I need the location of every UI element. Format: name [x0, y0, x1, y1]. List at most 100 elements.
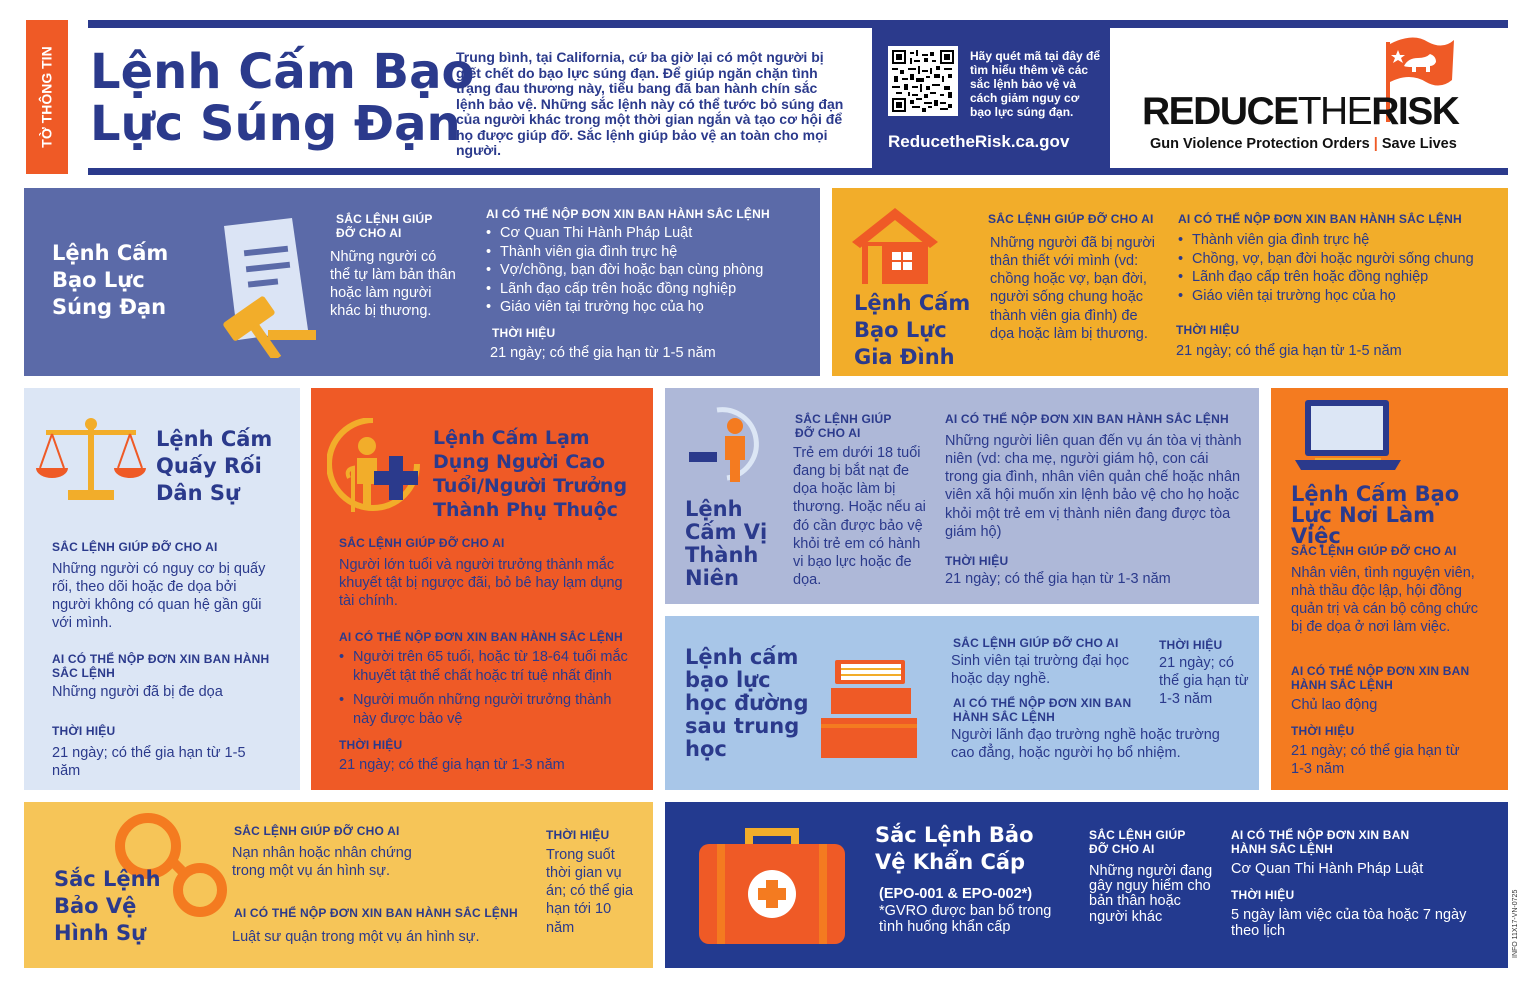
- logo-tagline-right: Save Lives: [1381, 136, 1457, 152]
- card-who-helps-label: SẮC LỆNH GIÚP ĐỠ CHO AI: [795, 412, 892, 441]
- intro-text: Trung bình, tại California, cứ ba giờ lạ…: [456, 49, 844, 158]
- card-postsecondary: Lệnh cấm bạo lực học đường sau trung học…: [665, 616, 1259, 790]
- card-gun-violence: Lệnh Cấm Bạo Lực Súng Đạn SẮC LỆNH GIÚP …: [24, 188, 820, 376]
- card-who-files: Chủ lao động: [1291, 697, 1378, 713]
- header-bottom-rule: [88, 168, 1508, 175]
- handcuffs-icon: [115, 813, 227, 917]
- list-item: Thành viên gia đình trực hệ: [486, 243, 806, 262]
- card-who-files: Cơ Quan Thi Hành Pháp Luật: [1231, 861, 1424, 877]
- logo-wordmark: REDUCETHERISK: [1142, 90, 1460, 134]
- card-duration-label: THỜI HIỆU: [1159, 638, 1223, 652]
- card-who-files-label: AI CÓ THỂ NỘP ĐƠN XIN BAN HÀNH SẮC LỆNH: [953, 696, 1132, 725]
- card-duration-label: THỜI HIỆU: [945, 554, 1009, 568]
- card-duration: 21 ngày; có thể gia hạn từ 1-3 năm: [1291, 743, 1460, 778]
- page-title: Lệnh Cấm Bạo Lực Súng Đạn: [90, 46, 475, 150]
- header-top-rule: [88, 20, 1508, 28]
- card-who-files-list: Cơ Quan Thi Hành Pháp Luật Thành viên gi…: [486, 224, 806, 317]
- side-tab: TỜ THÔNG TIN: [26, 20, 68, 174]
- list-item: Người muốn những người trưởng thành này …: [339, 691, 629, 728]
- court-document-gavel-icon: [223, 218, 316, 358]
- card-who-files-label: AI CÓ THỂ NỘP ĐƠN XIN BAN HÀNH SẮC LỆNH: [945, 412, 1229, 426]
- card-duration: 21 ngày; có thể gia hạn từ 1-3 năm: [339, 757, 565, 773]
- card-who-files-label: AI CÓ THỂ NỘP ĐƠN XIN BAN HÀNH SẮC LỆNH: [52, 652, 270, 681]
- card-who-files-label: AI CÓ THỂ NỘP ĐƠN XIN BAN HÀNH SẮC LỆNH: [486, 207, 770, 221]
- reduce-the-risk-logo: REDUCETHERISK Gun Violence Protection Or…: [1140, 32, 1490, 162]
- logo-tagline-left: Gun Violence Protection Orders: [1150, 136, 1370, 152]
- list-item: Lãnh đạo cấp trên hoặc đồng nghiệp: [1178, 268, 1502, 287]
- card-who-files: Những người đã bị đe dọa: [52, 684, 223, 700]
- card-who-files: Người lãnh đạo trường nghề hoặc trường c…: [951, 727, 1220, 762]
- stack-of-books-icon: [821, 660, 917, 758]
- card-title: Lệnh Cấm Bạo Lực Nơi Làm Việc: [1291, 482, 1460, 548]
- page-title-line2: Lực Súng Đạn: [90, 96, 461, 152]
- card-criminal-protective: Sắc Lệnh Bảo Vệ Hình Sự SẮC LỆNH GIÚP ĐỠ…: [24, 802, 653, 968]
- card-who-helps-label: SẮC LỆNH GIÚP ĐỠ CHO AI: [1089, 828, 1186, 857]
- flag-bear-icon: [1386, 37, 1454, 122]
- card-title: Lệnh Cấm Bạo Lực Súng Đạn: [52, 241, 169, 319]
- card-codes: (EPO-001 & EPO-002*): [879, 886, 1033, 902]
- logo-word-the: THE: [1297, 90, 1373, 133]
- card-who-helps: Người lớn tuổi và người trưởng thành mắc…: [339, 557, 623, 610]
- card-who-helps: Nhân viên, tình nguyện viên, nhà thầu độ…: [1291, 565, 1479, 636]
- card-title: Lệnh cấm bạo lực học đường sau trung học: [685, 645, 809, 761]
- card-domestic-violence: Lệnh Cấm Bạo Lực Gia Đình SẮC LỆNH GIÚP …: [832, 188, 1508, 376]
- card-who-helps: Những người có thể tự làm bản thân hoặc …: [330, 249, 456, 320]
- card-who-helps: Những người có nguy cơ bị quấy rối, theo…: [52, 561, 266, 632]
- card-juvenile: Lệnh Cấm Vị Thành Niên SẮC LỆNH GIÚP ĐỠ …: [665, 388, 1259, 604]
- card-emergency-protective: Sắc Lệnh Bảo Vệ Khẩn Cấp (EPO-001 & EPO-…: [665, 802, 1508, 968]
- scales-of-justice-icon: [36, 418, 146, 500]
- card-who-files: Luật sư quận trong một vụ án hình sự.: [232, 929, 480, 945]
- card-who-files-list: Người trên 65 tuổi, hoặc từ 18-64 tuổi m…: [339, 648, 629, 728]
- card-who-helps: Những người đang gây nguy hiểm cho bản t…: [1089, 863, 1213, 925]
- card-who-helps: Trẻ em dưới 18 tuổi đang bị bắt nạt đe d…: [793, 445, 926, 588]
- youth-figure-icon: [689, 407, 759, 482]
- card-who-files-label: AI CÓ THỂ NỘP ĐƠN XIN BAN HÀNH SẮC LỆNH: [1291, 664, 1470, 693]
- list-item: Vợ/chồng, bạn đời hoặc bạn cùng phòng: [486, 261, 806, 280]
- list-item: Người trên 65 tuổi, hoặc từ 18-64 tuổi m…: [339, 648, 629, 685]
- list-item: Lãnh đạo cấp trên hoặc đồng nghiệp: [486, 280, 806, 299]
- list-item: Cơ Quan Thi Hành Pháp Luật: [486, 224, 806, 243]
- card-title: Sắc Lệnh Bảo Vệ Khẩn Cấp: [875, 823, 1034, 874]
- card-who-helps-label: SẮC LỆNH GIÚP ĐỠ CHO AI: [52, 540, 218, 554]
- logo-tagline-divider: |: [1373, 136, 1378, 152]
- card-who-files-label: AI CÓ THỂ NỘP ĐƠN XIN BAN HÀNH SẮC LỆNH: [339, 630, 623, 644]
- page-title-line1: Lệnh Cấm Bạo: [90, 44, 475, 100]
- card-duration: Trong suốt thời gian vụ án; có thể gia h…: [546, 847, 634, 936]
- logo-word-reduce: REDUCE: [1142, 90, 1299, 133]
- house-icon: [852, 208, 938, 284]
- card-who-helps-label: SẮC LỆNH GIÚP ĐỠ CHO AI: [339, 536, 505, 550]
- card-who-files-label: AI CÓ THỂ NỘP ĐƠN XIN BAN HÀNH SẮC LỆNH: [1178, 212, 1462, 226]
- card-who-helps-label: SẮC LỆNH GIÚP ĐỠ CHO AI: [1291, 544, 1457, 558]
- card-who-helps-label: SẮC LỆNH GIÚP ĐỠ CHO AI: [988, 212, 1154, 226]
- card-duration: 21 ngày; có thể gia hạn từ 1-5 năm: [52, 745, 246, 780]
- card-who-helps: Sinh viên tại trường đại học hoặc dạy ng…: [951, 653, 1130, 688]
- card-duration: 21 ngày; có thể gia hạn từ 1-3 năm: [945, 571, 1171, 587]
- card-gvro-note: *GVRO được ban bố trong tình huống khẩn …: [879, 903, 1052, 935]
- card-duration-label: THỜI HIỆU: [546, 828, 610, 842]
- qr-caption: Hãy quét mã tại đây để tìm hiểu thêm về …: [970, 49, 1101, 119]
- first-aid-kit-icon: [699, 828, 845, 944]
- card-title: Lệnh Cấm Lạm Dụng Người Cao Tuổi/Người T…: [433, 427, 628, 521]
- card-title: Lệnh Cấm Bạo Lực Gia Đình: [854, 291, 971, 369]
- card-duration-label: THỜI HIỆU: [1231, 888, 1295, 902]
- card-duration-label: THỜI HIỆU: [1176, 323, 1240, 337]
- card-who-files-list: Thành viên gia đình trực hệ Chồng, vợ, b…: [1178, 231, 1502, 305]
- card-who-helps-label: SẮC LỆNH GIÚP ĐỠ CHO AI: [336, 212, 433, 241]
- card-who-helps: Những người đã bị người thân thiết với m…: [990, 235, 1156, 342]
- qr-code-icon: [892, 50, 954, 112]
- card-who-helps-label: SẮC LỆNH GIÚP ĐỠ CHO AI: [953, 636, 1119, 650]
- qr-code: [888, 46, 958, 116]
- card-duration-label: THỜI HIỆU: [339, 738, 403, 752]
- card-workplace: Lệnh Cấm Bạo Lực Nơi Làm Việc SẮC LỆNH G…: [1271, 388, 1508, 790]
- card-duration: 21 ngày; có thể gia hạn từ 1-5 năm: [1176, 343, 1402, 359]
- card-duration-label: THỜI HIỆU: [1291, 724, 1355, 738]
- list-item: Chồng, vợ, bạn đời hoặc người sống chung: [1178, 250, 1502, 269]
- list-item: Thành viên gia đình trực hệ: [1178, 231, 1502, 250]
- card-duration: 5 ngày làm việc của tòa hoặc 7 ngày theo…: [1231, 907, 1467, 939]
- card-who-files: Những người liên quan đến vụ án tòa vị t…: [945, 433, 1242, 540]
- doc-code: INFO 11X17-VN-0725: [1512, 889, 1519, 958]
- card-duration-label: THỜI HIỆU: [52, 724, 116, 738]
- card-duration-label: THỜI HIỆU: [492, 326, 556, 340]
- website-link[interactable]: ReducetheRisk.ca.gov: [888, 132, 1070, 151]
- logo-tagline: Gun Violence Protection Orders | Save Li…: [1150, 136, 1457, 152]
